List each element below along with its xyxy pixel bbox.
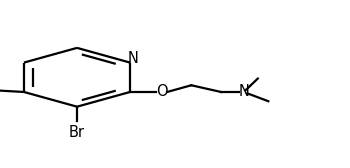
Text: O: O: [156, 85, 167, 99]
Text: N: N: [127, 51, 138, 66]
Text: Br: Br: [69, 125, 85, 140]
Text: N: N: [238, 85, 249, 99]
